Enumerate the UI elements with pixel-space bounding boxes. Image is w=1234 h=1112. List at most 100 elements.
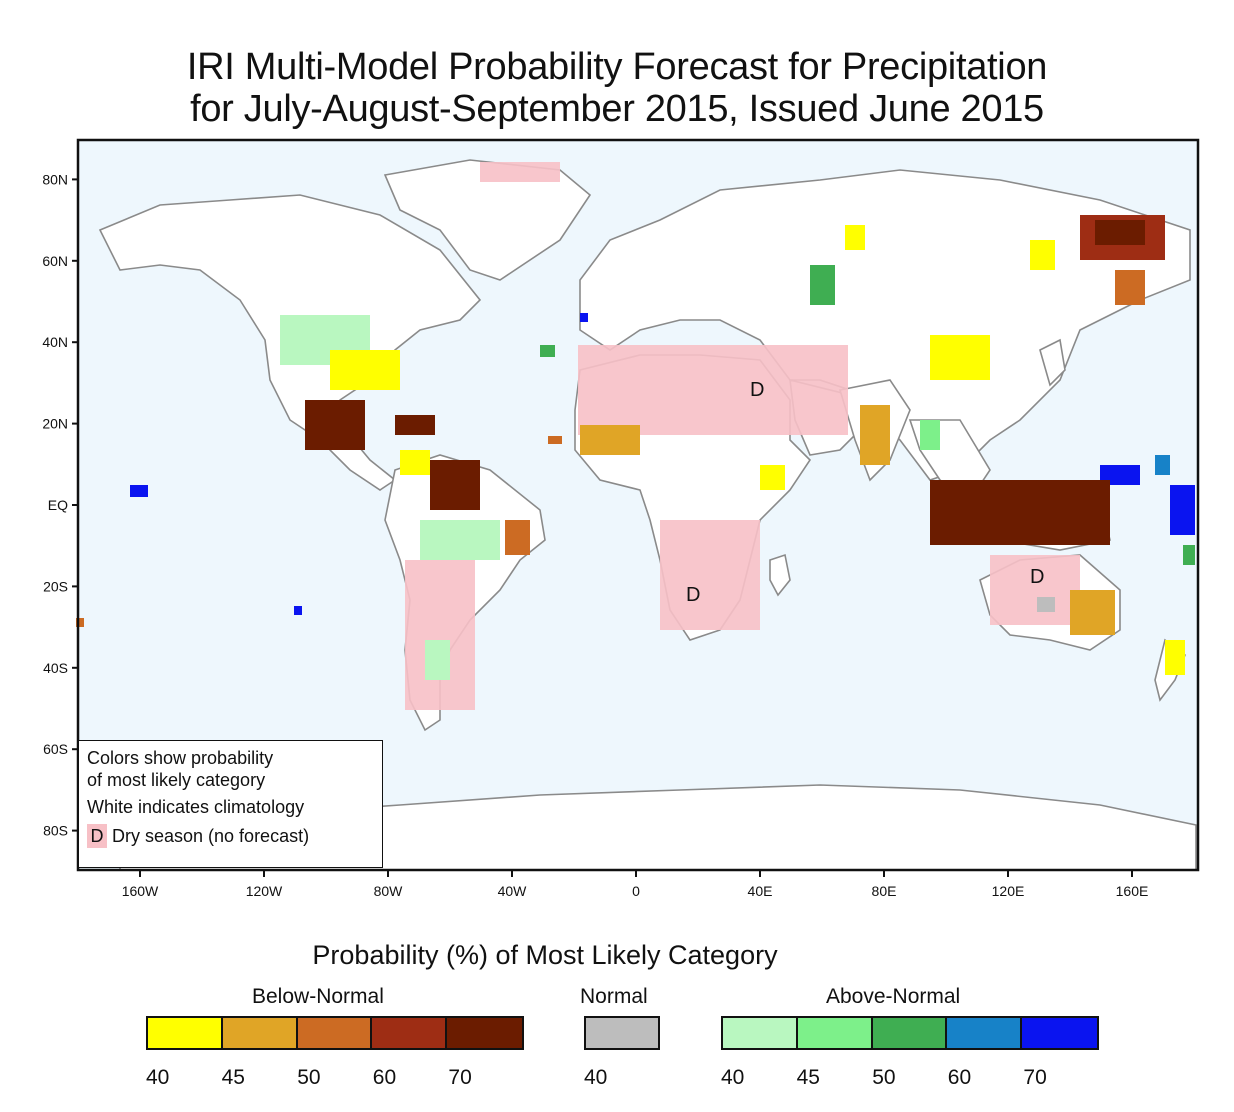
legend-tick-label: 70: [448, 1066, 472, 1089]
below-normal-area: [1095, 220, 1145, 245]
inset-legend-line: White indicates climatology: [87, 797, 305, 817]
below-normal-area: [845, 225, 865, 250]
dry-season-area: [990, 555, 1080, 625]
below-normal-area: [305, 400, 365, 450]
below-normal-area: [1070, 590, 1115, 635]
below-normal-area: [1115, 270, 1145, 305]
below-normal-area: [548, 436, 562, 444]
legend-tick-label: 40: [146, 1066, 170, 1089]
land-japan: [1039, 338, 1066, 387]
dry-season-area: [480, 162, 560, 182]
above-normal-area: [130, 485, 148, 497]
below-normal-area: [395, 415, 435, 435]
legend-color-swatch: [723, 1018, 798, 1048]
below-normal-area: [860, 405, 890, 465]
longitude-tick-label: 0: [632, 883, 640, 899]
below-normal-area: [580, 425, 640, 455]
longitude-tick-label: 120E: [992, 883, 1025, 899]
color-legend-heading: Probability (%) of Most Likely Category: [312, 940, 778, 970]
above-normal-label: Above-Normal: [826, 985, 961, 1008]
legend-tick-label: 70: [1023, 1066, 1047, 1089]
legend-tick-label: 45: [221, 1066, 245, 1089]
above-normal-area: [580, 313, 588, 322]
legend-color-swatch: [148, 1018, 223, 1048]
legend-color-swatch: [222, 1018, 298, 1048]
legend-tick-label: 40: [721, 1066, 745, 1089]
inset-legend-line: Colors show probability: [87, 748, 274, 768]
dry-season-marker: D: [750, 379, 764, 401]
normal-area: [1037, 597, 1055, 612]
legend-color-swatch: [372, 1018, 448, 1048]
longitude-tick-label: 120W: [246, 883, 283, 899]
longitude-tick-label: 40E: [748, 883, 773, 899]
below-normal-area: [430, 460, 480, 510]
legend-color-swatch: [1022, 1018, 1097, 1048]
longitude-tick-label: 80E: [872, 883, 897, 899]
longitude-tick-label: 160W: [122, 883, 159, 899]
above-normal-area: [294, 606, 302, 615]
above-normal-area: [540, 345, 555, 357]
below-normal-area: [1165, 640, 1185, 675]
legend-tick-label: 50: [872, 1066, 896, 1089]
normal-scale: [584, 1016, 660, 1050]
inset-legend-line: of most likely category: [87, 770, 266, 790]
legend-color-swatch: [447, 1018, 522, 1048]
legend-tick-label: 60: [372, 1066, 397, 1089]
above-normal-area: [425, 640, 450, 680]
dry-season-swatch: D: [87, 824, 107, 848]
legend-color-swatch: [586, 1018, 658, 1048]
latitude-tick-label: 60S: [43, 741, 68, 757]
legend-tick-label: 40: [584, 1066, 608, 1089]
latitude-tick-label: 40N: [42, 334, 68, 350]
below-normal-label: Below-Normal: [252, 985, 384, 1008]
below-normal-area: [930, 335, 990, 380]
below-normal-scale: [146, 1016, 524, 1050]
legend-color-swatch: [947, 1018, 1023, 1048]
legend-color-swatch: [797, 1018, 873, 1048]
above-normal-area: [420, 520, 500, 560]
above-normal-scale: [721, 1016, 1099, 1050]
above-normal-area: [1155, 455, 1170, 475]
dry-season-label: Dry season (no forecast): [112, 826, 310, 846]
above-normal-area: [1170, 485, 1195, 535]
latitude-tick-label: 80N: [42, 171, 68, 187]
below-normal-area: [760, 465, 785, 490]
latitude-tick-label: 20N: [42, 416, 68, 432]
below-normal-area: [400, 450, 430, 475]
longitude-tick-label: 80W: [374, 883, 404, 899]
latitude-tick-label: 20S: [43, 578, 68, 594]
below-normal-area: [76, 618, 84, 627]
legend-tick-label: 45: [796, 1066, 820, 1089]
dry-season-marker: D: [1030, 566, 1044, 588]
above-normal-area: [920, 420, 940, 450]
legend-tick-label: 50: [297, 1066, 321, 1089]
legend-color-swatch: [872, 1018, 948, 1048]
forecast-map: D D D 80N 60N 40N 20N EQ 20S 40S 60S 80S 160W 120…: [42, 138, 1200, 899]
dry-season-marker: D: [686, 584, 700, 606]
dry-season-area: [405, 560, 475, 710]
latitude-tick-label: 40S: [43, 660, 68, 676]
longitude-tick-label: 160E: [1116, 883, 1149, 899]
longitude-tick-label: 40W: [498, 883, 528, 899]
below-normal-area: [505, 520, 530, 555]
latitude-axis: 80N 60N 40N 20N EQ 20S 40S 60S 80S: [42, 171, 78, 839]
forecast-shading: [76, 162, 1195, 710]
legend-tick-label: 60: [947, 1066, 972, 1089]
below-normal-area: [1030, 240, 1055, 270]
normal-label: Normal: [580, 985, 648, 1008]
dry-season-area: [660, 520, 760, 630]
inset-legend: Colors show probability of most likely c…: [78, 740, 383, 868]
longitude-axis: 160W 120W 80W 40W 0 40E 80E 120E 160E: [122, 870, 1149, 899]
below-normal-area: [930, 480, 1110, 545]
map-title-line-1: IRI Multi-Model Probability Forecast for…: [186, 46, 1048, 88]
land-madagascar: [769, 553, 791, 597]
legend-color-swatch: [297, 1018, 373, 1048]
above-normal-area: [1183, 545, 1195, 565]
latitude-tick-label: EQ: [48, 497, 68, 513]
map-title-line-2: for July-August-September 2015, Issued J…: [190, 88, 1044, 130]
latitude-tick-label: 80S: [43, 823, 68, 839]
above-normal-area: [810, 265, 835, 305]
dry-season-area: [578, 345, 848, 435]
below-normal-area: [330, 350, 400, 390]
latitude-tick-label: 60N: [42, 253, 68, 269]
